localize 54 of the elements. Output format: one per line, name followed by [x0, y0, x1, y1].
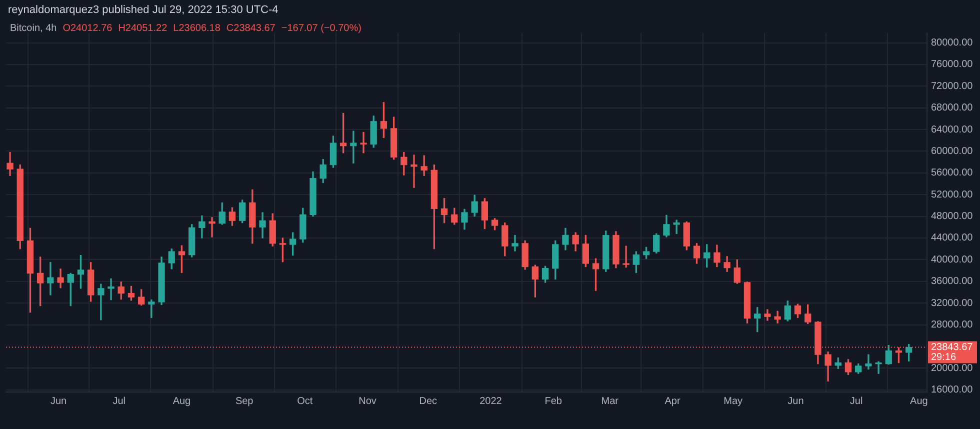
y-tick-label: 76000.00: [931, 59, 974, 70]
y-tick-label: 52000.00: [931, 189, 974, 200]
y-tick-label: 32000.00: [931, 298, 974, 309]
x-tick-label: Jul: [112, 396, 126, 407]
x-tick-label: Feb: [544, 396, 562, 407]
annotation: H24051.22: [118, 23, 168, 34]
x-tick-label: Aug: [910, 396, 928, 407]
annotation: L23606.18: [173, 23, 220, 34]
candlestick: [875, 361, 882, 374]
annotation: O24012.76: [62, 23, 112, 34]
y-tick-label: 80000.00: [931, 38, 974, 49]
x-tick-label: Aug: [172, 396, 191, 407]
y-tick-label: 60000.00: [931, 146, 974, 157]
candlestick: [98, 284, 104, 320]
x-tick-label: May: [724, 396, 743, 407]
chart-title: Bitcoin, 4h: [10, 23, 57, 34]
x-tick-label: Sep: [235, 396, 254, 407]
y-tick-label: 28000.00: [931, 320, 974, 331]
candlestick: [774, 310, 781, 324]
y-tick-label: 36000.00: [931, 276, 974, 288]
x-tick-label: Oct: [297, 396, 313, 407]
y-tick-label: 44000.00: [931, 232, 974, 244]
y-tick-label: 20000.00: [931, 362, 974, 374]
text: 29:16: [931, 352, 956, 364]
candlestick: [259, 212, 266, 238]
candlestick: [108, 278, 114, 300]
x-tick-label: Mar: [601, 396, 620, 407]
candlestick: [865, 354, 872, 370]
candlestick: [47, 262, 54, 296]
x-tick-label: Apr: [664, 396, 681, 407]
y-tick-label: 16000.00: [931, 384, 974, 396]
candlestick: [673, 220, 680, 234]
ref-line-label: 23843.67: [931, 342, 974, 354]
candlestick: [410, 154, 418, 188]
x-tick-label: Nov: [358, 396, 376, 407]
x-tick-label: Dec: [419, 396, 438, 407]
y-tick-label: 68000.00: [931, 102, 974, 114]
annotation: C23843.67: [226, 23, 276, 34]
candlestick: [622, 246, 630, 268]
x-tick-label: Jun: [788, 396, 804, 407]
candlestick: [208, 217, 216, 238]
y-tick-label: 48000.00: [931, 211, 974, 222]
chart-subtitle: reynaldomarquez3 published Jul 29, 2022 15:30 UTC-4: [8, 3, 278, 17]
y-tick-label: 72000.00: [931, 80, 974, 92]
candlestick: [360, 132, 367, 154]
x-tick-label: Jul: [850, 396, 863, 407]
annotation: −167.07 (−0.70%): [281, 23, 362, 34]
candlestick: [148, 299, 155, 318]
candlestick: [512, 234, 518, 252]
y-tick-label: 64000.00: [931, 124, 974, 136]
x-tick-label: Jun: [50, 396, 67, 407]
y-tick-label: 40000.00: [931, 254, 974, 266]
y-tick-label: 56000.00: [931, 168, 974, 179]
x-tick-label: 2022: [480, 396, 502, 407]
